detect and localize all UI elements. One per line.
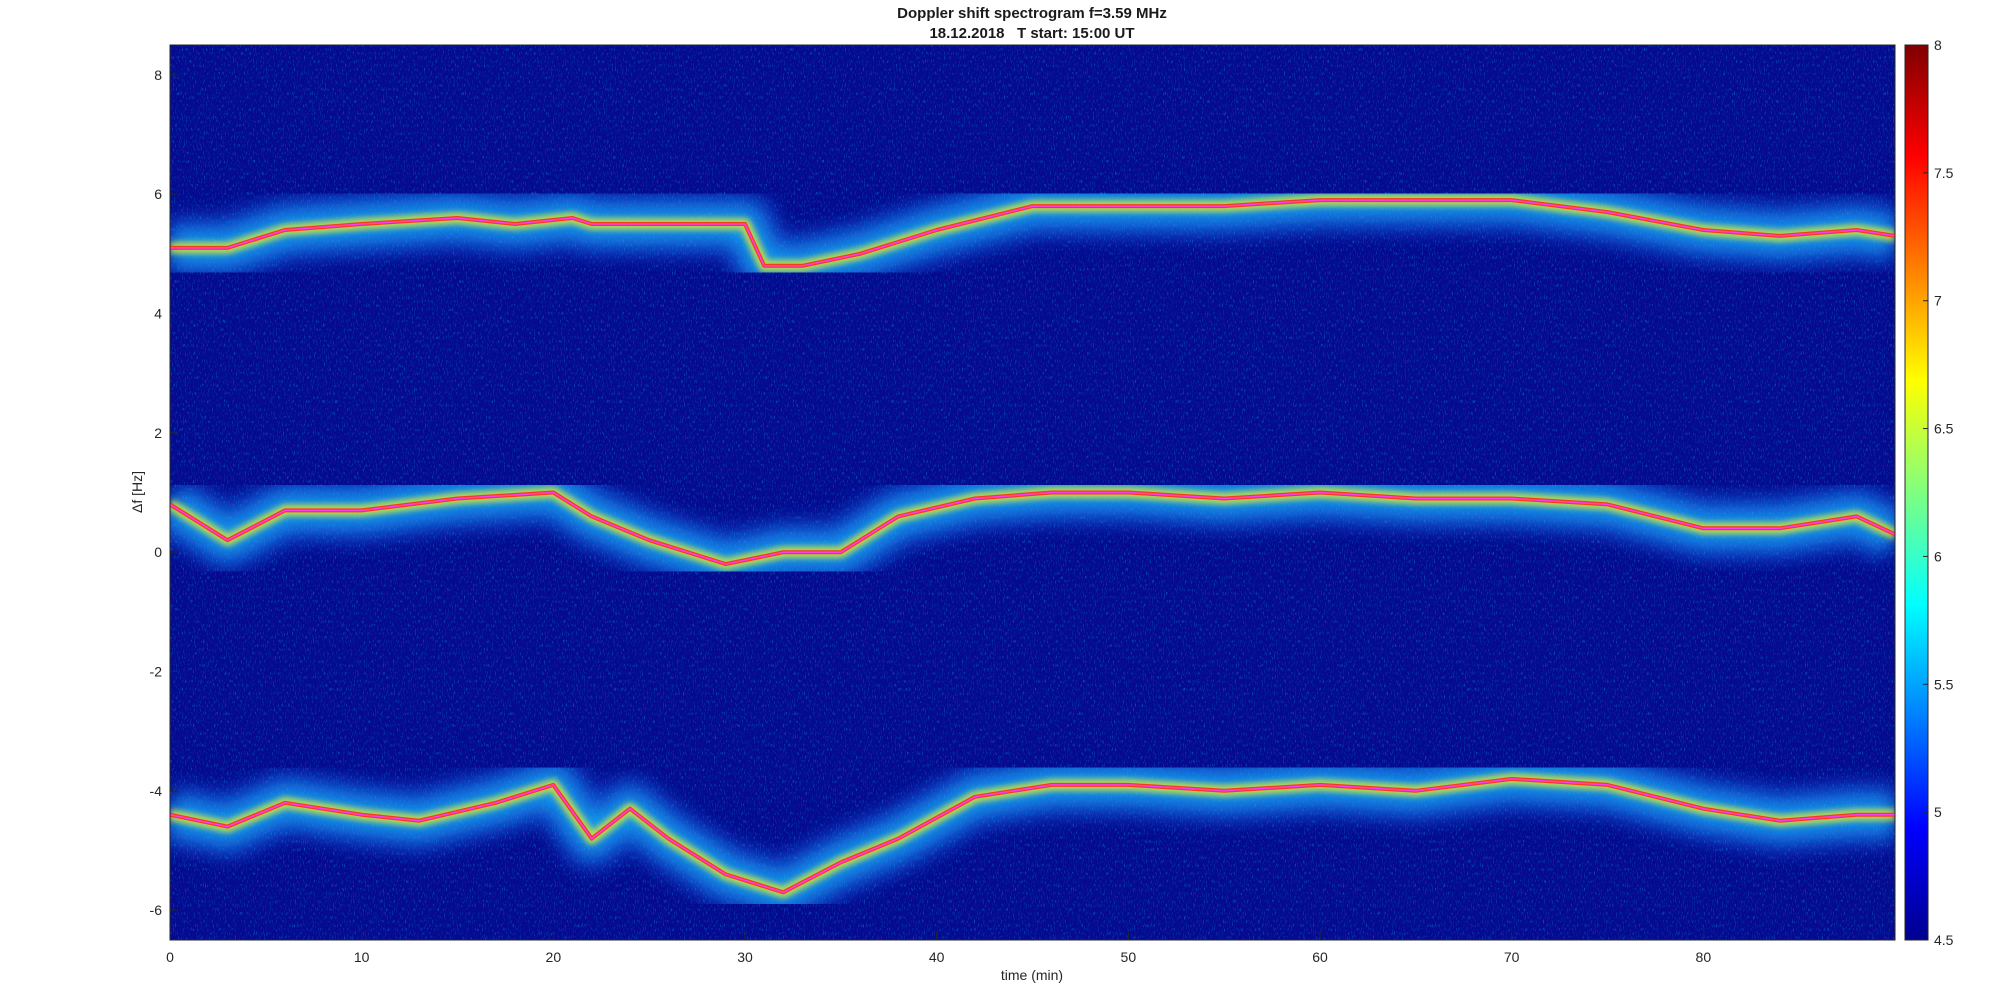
colorbar-tick-label: 4.5 <box>1934 932 1954 948</box>
x-axis-label: time (min) <box>1001 967 1063 983</box>
y-tick-label: -2 <box>150 664 163 680</box>
x-tick-label: 0 <box>166 949 174 965</box>
y-tick-label: 6 <box>154 186 162 202</box>
chart-title: Doppler shift spectrogram f=3.59 MHz <box>897 5 1167 22</box>
doppler-trace-1 <box>170 199 1895 267</box>
x-tick-label: 70 <box>1504 949 1520 965</box>
x-tick-label: 50 <box>1121 949 1137 965</box>
doppler-trace-2 <box>170 491 1895 565</box>
x-tick-label: 30 <box>737 949 753 965</box>
doppler-trace-3 <box>170 778 1895 894</box>
plot-area <box>169 44 1896 941</box>
x-tick-label: 20 <box>546 949 562 965</box>
colorbar: 8 7.5 7 6.5 6 5.5 5 4.5 <box>1904 37 1954 948</box>
chart-subtitle: 18.12.2018 T start: 15:00 UT <box>929 25 1134 42</box>
y-tick-label: 4 <box>154 306 162 322</box>
colorbar-tick-label: 7.5 <box>1934 165 1954 181</box>
colorbar-ticks: 8 7.5 7 6.5 6 5.5 5 4.5 <box>1923 37 1954 948</box>
y-tick-label: -4 <box>150 783 163 799</box>
colorbar-gradient <box>1904 44 1929 941</box>
trace-lines <box>170 199 1895 894</box>
y-tick-label: 0 <box>154 544 162 560</box>
x-tick-label: 40 <box>929 949 945 965</box>
colorbar-tick-label: 5.5 <box>1934 676 1954 692</box>
colorbar-tick-label: 8 <box>1934 37 1942 53</box>
y-axis: 8 6 4 2 0 -2 -4 -6 <box>150 67 178 918</box>
colorbar-tick-label: 6 <box>1934 548 1942 564</box>
x-tick-label: 80 <box>1696 949 1712 965</box>
x-tick-label: 10 <box>354 949 370 965</box>
colorbar-tick-label: 6.5 <box>1934 421 1954 437</box>
x-tick-label: 60 <box>1312 949 1328 965</box>
y-tick-label: 2 <box>154 425 162 441</box>
plot-frame <box>169 44 1896 941</box>
x-axis: 0 10 20 30 40 50 60 70 80 <box>166 932 1711 965</box>
colorbar-tick-label: 5 <box>1934 804 1942 820</box>
y-tick-label: 8 <box>154 67 162 83</box>
y-axis-label: Δf [Hz] <box>129 471 145 513</box>
y-tick-label: -6 <box>150 902 163 918</box>
colorbar-tick-label: 7 <box>1934 293 1942 309</box>
